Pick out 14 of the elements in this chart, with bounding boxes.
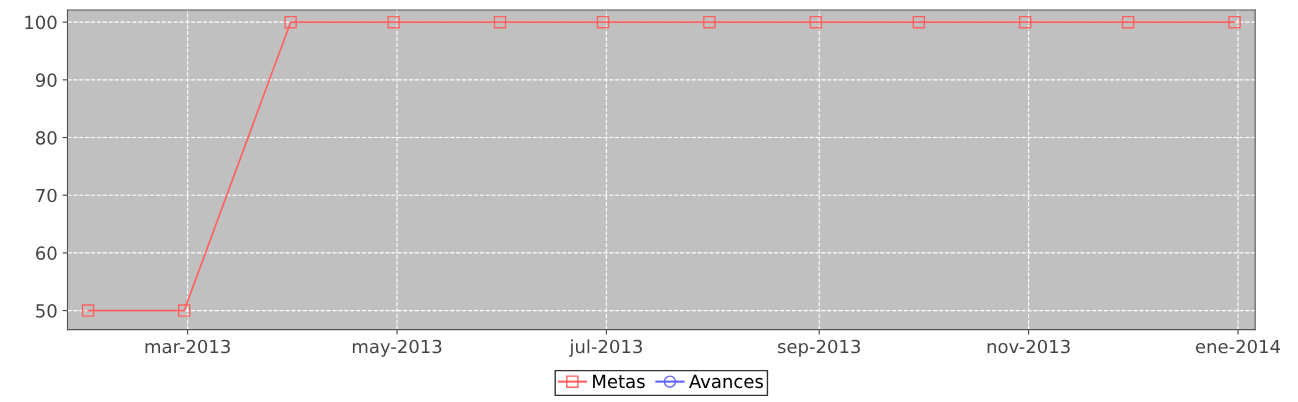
x-tick-label: mar-2013 — [145, 339, 230, 354]
x-tick-label: ene-2014 — [1195, 339, 1281, 354]
y-tick-label: 100 — [25, 15, 57, 30]
legend-label: Avances — [689, 374, 763, 389]
y-tick-label: 70 — [36, 188, 57, 203]
x-tick-label: nov-2013 — [987, 339, 1070, 354]
x-tick-label: sep-2013 — [777, 339, 860, 357]
y-tick-label: 60 — [36, 246, 57, 261]
y-tick-label: 80 — [36, 131, 57, 145]
x-tick-label: may-2013 — [352, 339, 442, 357]
y-tick-label: 90 — [35, 73, 57, 87]
legend-label: Metas — [593, 374, 645, 389]
x-tick-label: jul-2013 — [569, 339, 642, 357]
y-tick-label: 50 — [36, 304, 57, 318]
